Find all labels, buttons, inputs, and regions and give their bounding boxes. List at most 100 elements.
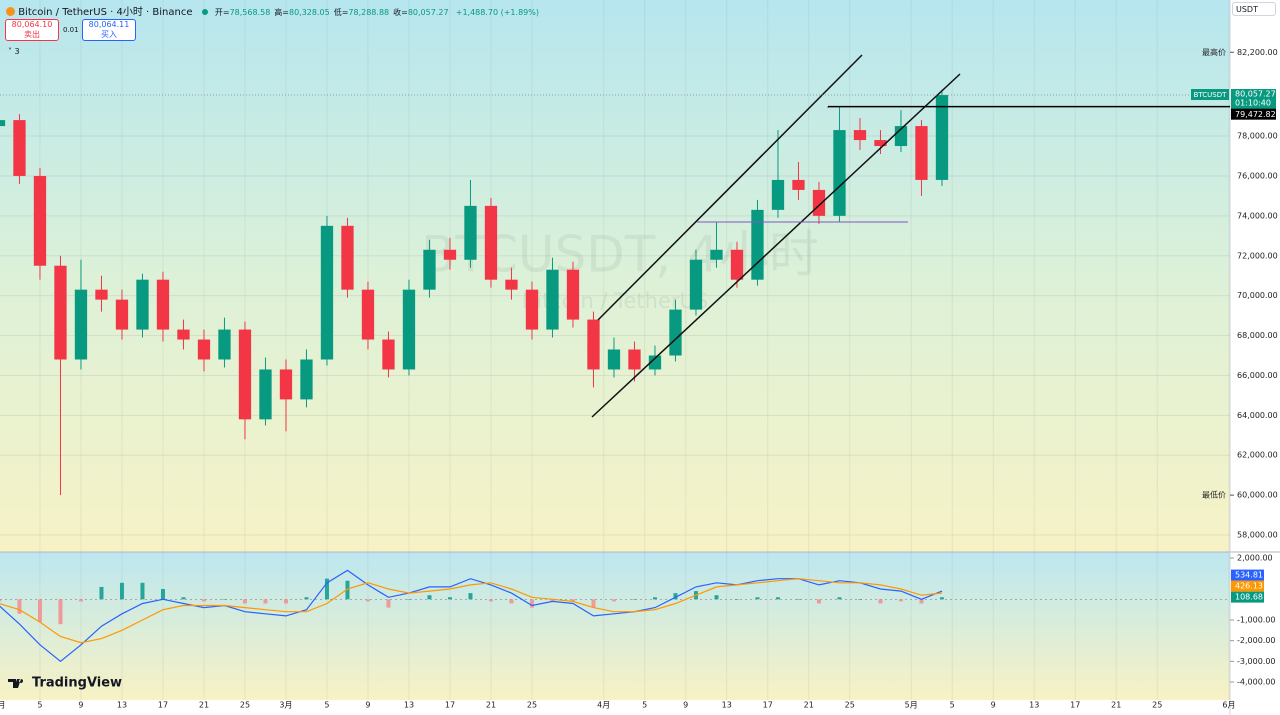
x-tick-label: 17 [158,701,168,710]
macd-histogram-bar [673,593,678,600]
x-tick-label: 13 [722,701,732,710]
candle-body [566,269,580,320]
ohlc-value: 80,328.05 [288,8,330,17]
candle-body [689,259,703,310]
candle-body [33,175,47,266]
candle-body [0,120,6,127]
y-tick-label: 64,000.00 [1237,411,1278,420]
macd-histogram-bar [919,599,924,604]
macd-histogram-bar [857,599,862,600]
macd-line [0,578,943,644]
y-tick-label: 76,000.00 [1237,171,1278,180]
status-dot [201,9,208,15]
candle-body [95,289,108,300]
x-tick-label: 25 [240,701,250,710]
candle-body [648,355,662,370]
time-axis [0,700,1230,715]
x-tick-label: 21 [1111,701,1121,710]
macd-histogram-bar [775,597,780,600]
level-tag [1231,108,1276,120]
x-tick-label: 17 [445,701,455,710]
candle-body [279,369,293,400]
candle-body [587,319,600,370]
candle-body [464,205,477,260]
macd-histogram-bar [119,582,124,600]
ohlc-value: 80,057.27 [407,8,449,17]
macd-histogram-bar [632,599,637,600]
extreme-value: 82,200.00 [1237,48,1278,57]
logo-text: TradingView [32,676,122,691]
candle-body [13,120,26,176]
x-tick-label: 25 [845,701,855,710]
ohlc-value: 78,288.88 [348,8,390,17]
indicators-count: 3 [14,47,20,56]
macd-histogram-bar [529,599,534,608]
x-tick-label: 5 [642,701,647,710]
change: +1,488.70 (+1.89%) [455,8,539,17]
macd-tick-label: -4,000.00 [1237,678,1276,687]
candle-body [443,249,457,260]
macd-tag-value: 426.13 [1235,582,1263,591]
x-tick-label: 9 [683,701,688,710]
macd-histogram-bar [734,599,739,600]
ohlc-label: 开= [214,8,230,17]
candle-body [74,289,88,360]
x-tick-label: 21 [199,701,209,710]
candle-body [197,339,211,360]
macd-histogram-bar [99,586,104,600]
macd-histogram-bar [488,599,493,602]
macd-tag-value: 534.81 [1235,571,1263,580]
extreme-label: 最低价 [1202,490,1226,500]
buy-price: 80,064.11 [88,20,130,29]
ohlc-label: 低= [333,8,349,17]
candle-body [915,126,928,180]
macd-histogram-bar [939,597,944,600]
x-tick-label: 6月 [1222,701,1235,710]
macd-histogram-bar [181,597,186,600]
macd-histogram-bar [242,599,247,604]
macd-pane [0,552,1230,700]
candle-body [792,179,805,190]
macd-line [0,569,943,663]
x-tick-label: 9 [78,701,83,710]
candle-body [874,140,887,147]
y-tick-label: 70,000.00 [1237,291,1278,300]
macd-histogram-bar [898,599,903,602]
symbol-title[interactable]: Bitcoin / TetherUS · 4小时 · Binance [18,7,193,18]
extreme-value: 60,000.00 [1237,491,1278,500]
x-tick-label: 5 [324,701,329,710]
macd-histogram-bar [755,597,760,600]
y-tick-label: 68,000.00 [1237,331,1278,340]
macd-histogram-bar [816,599,821,604]
macd-histogram-bar [611,599,616,602]
x-tick-label: 21 [486,701,496,710]
x-tick-label: 13 [404,701,414,710]
last-price-tag [1231,89,1276,110]
y-tick-label: 74,000.00 [1237,211,1278,220]
macd-histogram-bar [652,597,657,600]
macd-histogram-bar [324,578,329,600]
candle-body [382,339,395,370]
ohlc-label: 高= [274,8,289,17]
sell-label: 卖出 [24,30,40,39]
last-price-value: 80,057.27 [1235,90,1276,99]
macd-histogram-bar [78,599,83,602]
sell-price: 80,064.10 [11,20,53,29]
currency-select[interactable]: USDT [1232,2,1276,16]
candle-body [54,265,67,360]
spread: 0.01 [63,26,79,34]
macd-tag [1231,591,1264,603]
sell-button[interactable]: 80,064.10 卖出 [5,19,59,41]
candle-body [710,249,723,260]
macd-tick-label: -1,000.00 [1237,616,1276,625]
macd-tag [1231,580,1264,592]
buy-button[interactable]: 80,064.11 买入 [82,19,136,41]
indicators-toggle[interactable]: ˅ 3 [8,47,20,56]
candle-body [546,269,559,330]
candle-body [669,309,682,356]
macd-histogram-bar [509,599,514,604]
level-value: 79,472.82 [1235,110,1276,119]
candle-body [218,329,231,360]
